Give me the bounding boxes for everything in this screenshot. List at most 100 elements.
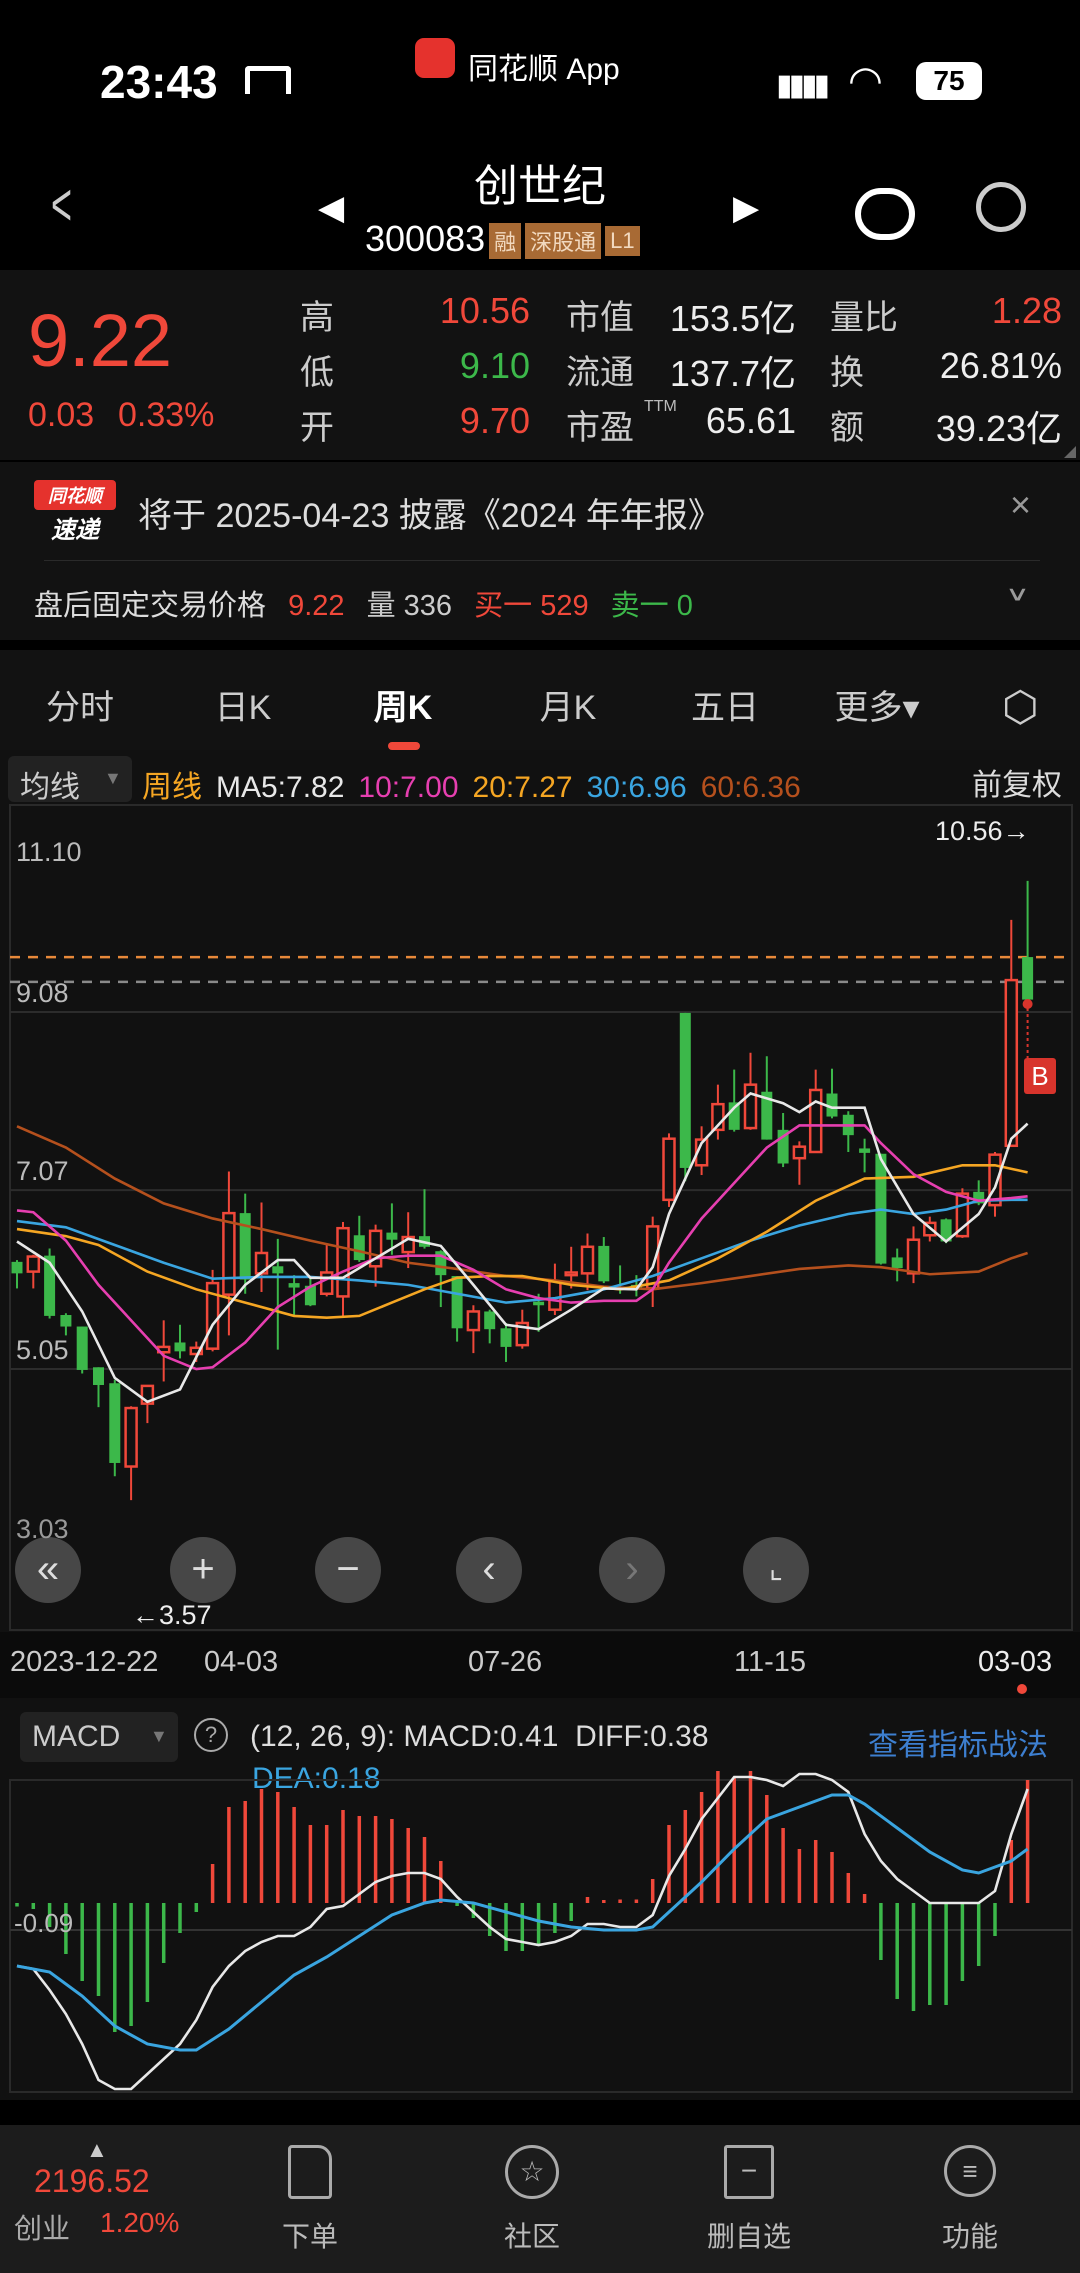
up-arrow-icon: ▲ [86, 2137, 108, 2162]
ma-selector[interactable]: 均线 ▼ [8, 756, 132, 804]
x-tick-label: 11-15 [734, 1646, 807, 1678]
low-value: 9.10 [459, 345, 530, 386]
badge-level: L1 [605, 226, 640, 257]
signal-icon: ▮▮▮▮ [776, 69, 830, 102]
turnover-label: 换 [830, 354, 864, 392]
nav-functions[interactable]: ≡ 功能 [905, 2145, 1035, 2255]
notice-panel: 同花顺 速递 将于 2025-04-23 披露《2024 年年报》 × 盘后固定… [0, 462, 1080, 640]
quote-panel: 9.22 0.03 0.33% 高 10.56 低 9.10 开 9.70 市值… [0, 270, 1080, 460]
high-value: 10.56 [439, 290, 530, 331]
y-tick-label: 3.03 [16, 1514, 69, 1545]
app-icon [415, 38, 455, 78]
tab-weekly[interactable]: 周K [373, 689, 433, 727]
index-ticker[interactable]: ▲ 2196.52 创业 1.20% [10, 2137, 185, 2247]
y-tick-label: 7.07 [16, 1156, 69, 1187]
vol-ratio-value: 1.28 [991, 290, 1062, 331]
stock-header: < ◀ 创世纪 300083 融深股通 L1 ▶ [0, 110, 1080, 270]
search-icon[interactable] [976, 182, 1026, 232]
close-notice-button[interactable]: × [1010, 484, 1032, 525]
adjust-mode-button[interactable]: 前复权 [972, 769, 1062, 802]
bid1-value: 529 [540, 590, 589, 622]
zoom-out-button[interactable]: − [315, 1537, 381, 1603]
ask1-value: 0 [676, 590, 693, 622]
app-name: 同花顺 App [468, 53, 620, 86]
pe-value: 65.61 [705, 400, 796, 441]
document-icon [288, 2145, 332, 2199]
scroll-to-start-button[interactable]: « [15, 1537, 81, 1603]
help-icon[interactable]: ? [194, 1718, 228, 1752]
stock-code-line: 300083 融深股通 L1 [365, 218, 640, 260]
tab-monthly[interactable]: 月K [539, 689, 597, 727]
index-name: 创业 [14, 2213, 71, 2244]
divider [44, 560, 1040, 561]
index-value: 2196.52 [34, 2163, 150, 2199]
logo-top-text: 同花顺 [34, 480, 116, 510]
wifi-icon: ◠ [848, 59, 883, 103]
max-price-label: 10.56→ [935, 816, 1030, 846]
tab-more[interactable]: 更多▾ [834, 689, 920, 727]
high-label: 高 [300, 299, 334, 337]
amount-label: 额 [830, 409, 864, 447]
ask1-label: 卖一 [610, 590, 669, 622]
star-badge-icon: ☆ [505, 2145, 559, 2199]
tab-daily[interactable]: 日K [214, 689, 272, 727]
minus-square-icon: − [724, 2145, 774, 2199]
active-tab-indicator [388, 742, 420, 750]
settings-hexagon-icon[interactable]: ⬡ [1002, 683, 1039, 730]
ma30-value: 30:6.96 [586, 771, 687, 804]
low-label: 低 [300, 354, 334, 392]
pe-label: 市盈 [566, 409, 634, 447]
macd-panel[interactable]: MACD ▼ ? (12, 26, 9): MACD:0.41 DIFF:0.3… [8, 1710, 1072, 2100]
expand-corner-icon[interactable] [1064, 446, 1076, 458]
x-tick-label: 07-26 [468, 1646, 543, 1678]
zoom-in-button[interactable]: + [170, 1537, 236, 1603]
menu-circle-icon: ≡ [944, 2145, 996, 2197]
ma-period: 周线 [142, 771, 202, 804]
indicator-selector[interactable]: MACD ▼ [20, 1712, 178, 1762]
next-stock-button[interactable]: ▶ [733, 189, 760, 227]
nav-label: 删自选 [706, 2221, 791, 2252]
indicator-guide-link[interactable]: 查看指标战法 [868, 1729, 1048, 1762]
last-price: 9.22 [28, 299, 173, 382]
kline-chart-panel[interactable]: 均线 ▼ 周线 MA5:7.82 10:7.00 20:7.27 30:6.96 60:6… [0, 750, 1080, 2100]
bid1-label: 买一 [474, 590, 533, 622]
tab-intraday[interactable]: 分时 [46, 689, 114, 727]
nav-label: 社区 [503, 2221, 560, 2252]
buy-signal-marker[interactable]: B [1024, 1058, 1056, 1094]
y-tick-label: 9.08 [16, 978, 69, 1008]
ths-flash-logo: 同花顺 速递 [34, 480, 116, 544]
tab-five-day[interactable]: 五日 [691, 689, 759, 727]
amount-value: 39.23亿 [935, 408, 1062, 449]
sleep-icon [245, 66, 291, 94]
macd-params: (12, 26, 9): MACD:0.41 DIFF:0.38 [250, 1720, 709, 1753]
price-change-pct: 0.33% [118, 396, 215, 434]
indicator-selector-label: MACD [32, 1720, 121, 1753]
expand-chevron-icon[interactable]: ∨ [1005, 582, 1030, 606]
logo-bottom-text: 速递 [51, 517, 99, 544]
nav-remove-watchlist[interactable]: − 删自选 [684, 2145, 814, 2255]
fullscreen-button[interactable]: ⌞ [743, 1537, 809, 1603]
back-button[interactable]: < [51, 171, 73, 238]
period-tabs: 分时 日K 周K 月K 五日 更多▾ ⬡ [0, 650, 1080, 750]
nav-order[interactable]: 下单 [245, 2145, 375, 2255]
vol-ratio-label: 量比 [830, 299, 898, 337]
after-hours-vol: 336 [403, 590, 453, 622]
x-tick-label: 03-03 [978, 1646, 1053, 1678]
after-hours-vol-label: 量 [366, 590, 396, 622]
nav-community[interactable]: ☆ 社区 [467, 2145, 597, 2255]
index-change: 1.20% [100, 2207, 180, 2238]
after-hours-label: 盘后固定交易价格 [34, 590, 267, 622]
x-tick-label: 2023-12-22 [10, 1646, 159, 1678]
scroll-left-button[interactable]: ‹ [456, 1537, 522, 1603]
badge-margin: 融 [489, 223, 522, 260]
scroll-right-button[interactable]: › [599, 1537, 665, 1603]
notice-text[interactable]: 将于 2025-04-23 披露《2024 年年报》 [138, 497, 722, 535]
after-hours-row[interactable]: 盘后固定交易价格 9.22 量 336 买一 529 卖一 0 [34, 582, 693, 624]
dea-value: DEA:0.18 [252, 1762, 381, 1795]
y-tick-label: 11.10 [16, 837, 82, 868]
robot-assistant-icon[interactable] [855, 188, 915, 240]
dropdown-arrow-icon: ▼ [150, 1726, 168, 1746]
prev-stock-button[interactable]: ◀ [318, 189, 345, 227]
ma5-value: MA5:7.82 [216, 771, 345, 804]
open-value: 9.70 [459, 400, 530, 441]
